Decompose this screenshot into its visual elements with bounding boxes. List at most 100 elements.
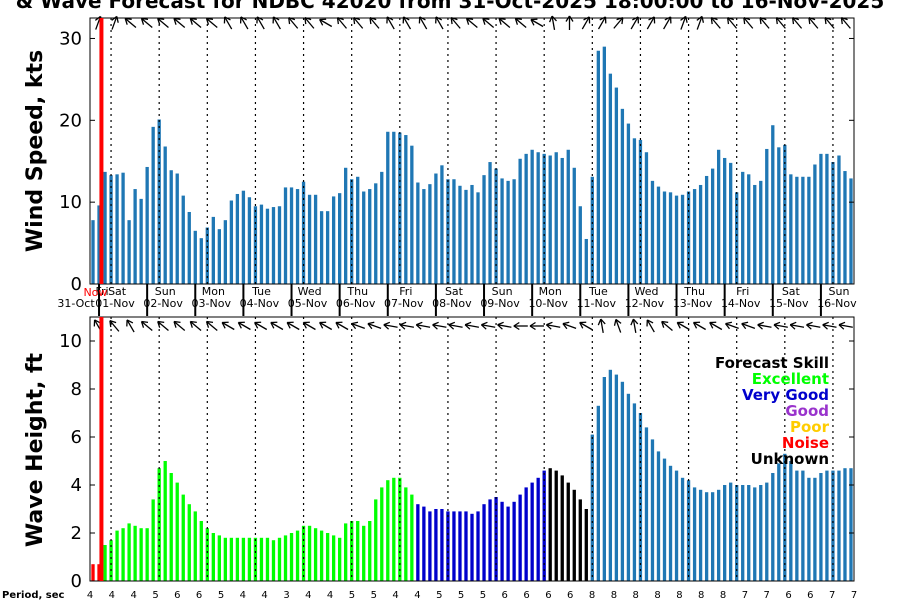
wind-bar [392, 131, 396, 284]
wave-bar [344, 523, 348, 581]
wave-bar [362, 525, 366, 581]
wind-bar [692, 189, 697, 284]
wave-arrow-icon [497, 321, 512, 330]
wind-bar [843, 171, 847, 284]
wind-bar [398, 132, 402, 284]
wind-bar [307, 194, 312, 284]
wind-bar [500, 178, 504, 284]
wind-bar [115, 174, 119, 284]
day-name-label: Sat [782, 285, 801, 298]
wave-bar [181, 494, 185, 581]
wave-bar [277, 537, 282, 581]
wave-bar [566, 482, 570, 581]
wave-arrow-icon [709, 321, 723, 331]
wave-arrow-icon [286, 321, 300, 331]
wave-arrow-icon [270, 321, 284, 331]
period-value: 5 [480, 590, 486, 600]
day-name-label: Wed [298, 285, 322, 298]
period-value: 4 [261, 590, 267, 600]
day-date-label: 12-Nov [625, 297, 665, 310]
wind-bar [524, 153, 528, 284]
wind-bar [656, 186, 661, 284]
day-date-label: 06-Nov [336, 297, 376, 310]
wind-bar [331, 196, 336, 284]
wave-bar [253, 537, 258, 581]
wave-bar [97, 564, 101, 581]
wave-gridlines [110, 317, 834, 581]
period-value: 8 [611, 590, 617, 600]
period-value: 8 [720, 590, 726, 600]
period-value: 5 [152, 590, 158, 600]
period-value: 8 [633, 590, 639, 600]
wave-arrow-icon [613, 318, 622, 333]
wind-bar [686, 191, 691, 284]
wave-bar [229, 537, 234, 581]
wind-bar [404, 135, 408, 284]
wind-bar [530, 149, 534, 284]
wind-bar [801, 176, 805, 284]
legend-entry: Very Good [742, 386, 829, 404]
wind-bar [181, 195, 185, 284]
wave-bar [747, 485, 751, 581]
wave-bar [91, 564, 95, 581]
wind-bar [211, 216, 215, 284]
wave-arrow-icon [335, 321, 349, 331]
wave-bar [175, 482, 179, 581]
wind-bar [777, 147, 781, 284]
wave-arrow-icon [415, 321, 431, 330]
wave-bar [488, 499, 492, 581]
wave-arrow-icon [464, 321, 480, 330]
day-name-label: Thu [346, 285, 368, 298]
wave-bar [554, 470, 558, 581]
wave-bar [211, 533, 215, 581]
legend-entry: Noise [782, 434, 829, 452]
wind-bar [488, 162, 492, 284]
wind-bar [301, 181, 306, 284]
wave-bar [452, 511, 456, 581]
wave-y-tick-label: 6 [71, 427, 82, 448]
wind-bar [277, 206, 282, 284]
day-name-label: Sat [108, 285, 127, 298]
day-date-label: 14-Nov [721, 297, 761, 310]
wave-bar [410, 494, 414, 581]
wind-arrow-icon [514, 17, 527, 28]
wind-bar [458, 185, 462, 284]
wave-bar [512, 501, 516, 581]
wind-bar [464, 189, 468, 284]
period-value: 6 [785, 590, 791, 600]
day-date-label: 10-Nov [528, 297, 568, 310]
wind-bar [650, 180, 655, 284]
wave-bar [127, 523, 131, 581]
wind-bar [193, 230, 197, 284]
wave-bar [199, 521, 203, 581]
legend-entry: Good [785, 402, 829, 420]
wave-arrow-icon [529, 321, 544, 331]
period-value: 7 [851, 590, 857, 600]
wave-bar [771, 473, 775, 581]
period-value: 6 [174, 590, 180, 600]
wave-bar [795, 470, 799, 581]
wind-bar [662, 191, 667, 284]
period-value: 4 [240, 590, 246, 600]
day-date-label: 05-Nov [288, 297, 328, 310]
wind-bar [241, 190, 246, 284]
wave-bar [807, 477, 811, 581]
wave-bar [560, 475, 564, 581]
wave-y-tick-label: 8 [71, 379, 82, 400]
wave-arrow-icon [205, 320, 218, 331]
wind-gridlines [110, 18, 834, 284]
wind-bar [380, 171, 384, 284]
wave-arrow-icon [480, 321, 496, 330]
period-value: 4 [87, 590, 93, 600]
day-date-label: 08-Nov [432, 297, 472, 310]
day-date-label: 15-Nov [769, 297, 809, 310]
day-labels: Fri31-OctSat01-NovSun02-NovMon03-NovTue0… [57, 284, 857, 316]
period-value: 5 [371, 590, 377, 600]
period-value: 7 [764, 590, 770, 600]
wave-bar [813, 477, 817, 581]
wind-bar [710, 168, 715, 284]
wave-bar [319, 530, 324, 581]
wave-arrow-icon [140, 320, 153, 331]
wave-bar [753, 487, 757, 581]
